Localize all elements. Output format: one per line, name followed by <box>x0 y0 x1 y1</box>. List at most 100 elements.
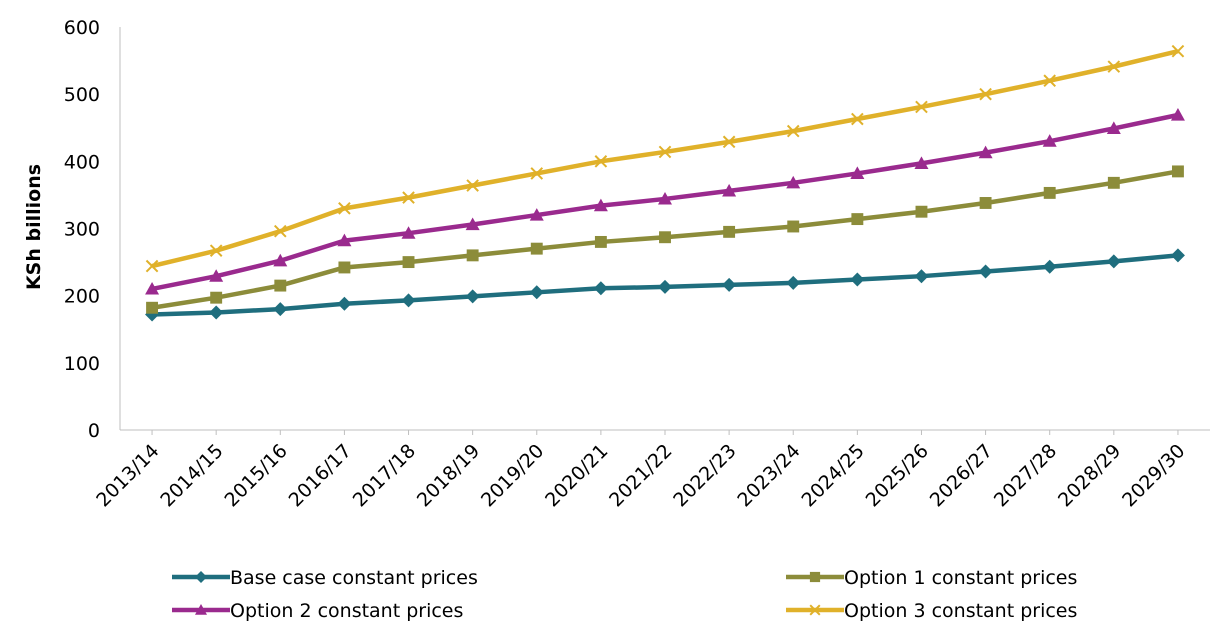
legend-label: Option 1 constant prices <box>844 567 1077 589</box>
x-tick-label: 2016/17 <box>285 440 356 511</box>
data-point-marker <box>402 256 415 269</box>
x-tick-label: 2028/29 <box>1054 440 1125 511</box>
data-point-marker <box>145 259 159 273</box>
marker-stroke <box>851 112 864 126</box>
data-point-marker <box>722 277 737 292</box>
data-point-marker <box>465 289 480 304</box>
data-point-marker <box>274 279 287 292</box>
data-point-marker <box>1043 74 1057 88</box>
data-point-marker <box>529 285 544 300</box>
x-tick-label: 2014/15 <box>156 440 227 511</box>
marker-stroke <box>786 124 800 138</box>
data-point-marker <box>466 249 479 262</box>
data-point-marker <box>1107 176 1120 189</box>
data-point-marker <box>195 604 207 615</box>
data-point-marker <box>145 281 160 295</box>
marker-stroke <box>722 135 736 149</box>
data-point-marker <box>273 253 288 267</box>
y-tick-label: 200 <box>64 286 100 308</box>
series-1 <box>145 248 1185 322</box>
data-point-marker <box>979 87 992 101</box>
marker-stroke <box>338 202 351 215</box>
data-point-marker <box>209 269 224 282</box>
data-point-marker <box>979 197 992 209</box>
data-point-marker <box>809 604 821 616</box>
data-point-marker <box>786 175 801 189</box>
data-point-marker <box>401 226 416 239</box>
data-point-marker <box>338 261 351 274</box>
marker-stroke <box>530 167 544 180</box>
marker-stroke <box>594 155 608 168</box>
y-tick-label: 0 <box>88 420 100 442</box>
marker-stroke <box>402 191 415 204</box>
marker-stroke <box>809 604 821 616</box>
data-point-marker <box>658 145 672 159</box>
data-point-marker <box>850 272 865 287</box>
data-point-marker <box>466 179 479 192</box>
data-point-marker <box>1043 186 1056 199</box>
x-tick-label: 2020/21 <box>541 440 612 511</box>
x-tick-label: 2015/16 <box>220 440 291 511</box>
marker-stroke <box>145 259 159 273</box>
x-tick-label: 2024/25 <box>798 440 869 511</box>
data-point-marker <box>723 225 736 238</box>
x-tick-label: 2021/22 <box>605 440 676 511</box>
data-point-marker <box>659 231 671 244</box>
data-point-marker <box>210 291 223 304</box>
y-axis-label: KSh billions <box>23 164 45 290</box>
data-point-marker <box>530 242 543 255</box>
data-point-marker <box>809 571 821 583</box>
x-tick-label: 2018/19 <box>413 440 484 511</box>
data-point-marker <box>273 302 288 317</box>
data-point-marker <box>658 191 672 205</box>
data-point-marker <box>1042 259 1057 274</box>
x-tick-label: 2013/14 <box>92 440 163 511</box>
y-tick-label: 300 <box>64 219 100 241</box>
data-point-marker <box>915 205 928 218</box>
data-point-marker <box>787 220 800 233</box>
data-point-marker <box>1106 254 1121 269</box>
marker-stroke <box>466 179 479 192</box>
data-point-marker <box>914 269 929 284</box>
legend-entry: Base case constant prices <box>172 567 478 589</box>
data-point-marker <box>786 124 800 138</box>
data-point-marker <box>786 275 801 290</box>
data-point-marker <box>1170 107 1185 121</box>
series-4 <box>145 44 1185 273</box>
series-2 <box>146 165 1184 314</box>
data-point-marker <box>465 217 480 231</box>
x-tick-label: 2022/23 <box>669 440 740 511</box>
data-point-marker <box>594 155 608 168</box>
data-point-marker <box>529 208 544 221</box>
data-point-marker <box>851 213 864 226</box>
data-point-marker <box>593 281 608 296</box>
data-point-marker <box>658 279 672 294</box>
data-point-marker <box>1171 44 1185 58</box>
data-point-marker <box>722 135 736 149</box>
data-point-marker <box>337 233 352 247</box>
data-point-marker <box>530 167 544 180</box>
data-point-marker <box>337 296 352 311</box>
data-point-marker <box>209 305 224 320</box>
data-point-marker <box>195 571 207 583</box>
x-tick-label: 2026/27 <box>926 440 997 511</box>
data-point-marker <box>209 244 223 257</box>
data-point-marker <box>402 191 415 204</box>
data-point-marker <box>401 293 416 308</box>
x-tick-label: 2019/20 <box>477 440 548 511</box>
marker-stroke <box>273 224 287 238</box>
legend-label: Option 2 constant prices <box>230 600 463 622</box>
data-point-marker <box>146 301 159 314</box>
y-tick-label: 600 <box>64 17 100 39</box>
x-tick-label: 2027/28 <box>990 440 1061 511</box>
data-point-marker <box>850 166 865 180</box>
marker-stroke <box>1107 60 1121 73</box>
legend-entry: Option 1 constant prices <box>786 567 1077 589</box>
data-point-marker <box>1171 165 1184 178</box>
y-tick-label: 500 <box>64 84 100 106</box>
data-point-marker <box>915 100 928 114</box>
x-tick-label: 2029/30 <box>1118 440 1189 511</box>
legend-label: Base case constant prices <box>230 567 478 589</box>
data-point-marker <box>1106 121 1121 135</box>
